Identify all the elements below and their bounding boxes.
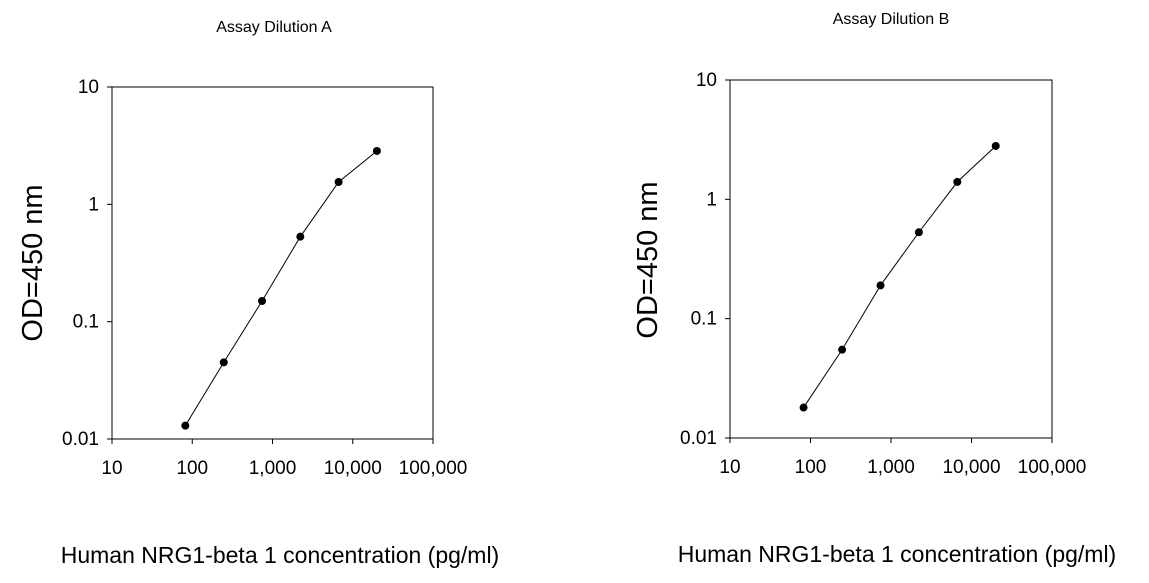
y-tick-label: 0.1	[691, 309, 717, 330]
x-tick-label: 10	[101, 458, 122, 479]
data-point	[799, 403, 808, 412]
data-point	[219, 358, 228, 367]
y-tick-label: 1	[88, 194, 99, 215]
x-tick-label: 10,000	[324, 458, 382, 479]
data-point	[838, 345, 847, 354]
x-axis-label: Human NRG1-beta 1 concentration (pg/ml)	[678, 541, 1116, 567]
x-tick-label: 1,000	[249, 458, 297, 479]
data-point	[914, 228, 923, 237]
series-line	[803, 145, 997, 408]
y-tick-label: 1	[706, 189, 717, 210]
x-tick-label: 100,000	[1018, 457, 1087, 478]
data-series	[181, 146, 381, 430]
data-point	[258, 297, 267, 306]
y-tick-label: 0.01	[680, 428, 717, 449]
x-axis-tick-labels: 10 100 1,000 10,000 100,000	[101, 458, 467, 479]
y-tick-label: 10	[78, 77, 99, 98]
data-point	[876, 281, 885, 290]
y-tick-label: 0.01	[62, 429, 99, 450]
chart-title: Assay Dilution A	[216, 19, 332, 36]
data-point	[953, 177, 962, 186]
x-tick-label: 100,000	[399, 458, 468, 479]
x-tick-label: 100	[795, 457, 827, 478]
chart-title: Assay Dilution B	[833, 11, 950, 28]
x-tick-label: 10	[719, 457, 740, 478]
y-axis-label: OD=450 nm	[17, 184, 49, 341]
data-point	[334, 178, 343, 187]
x-tick-label: 10,000	[942, 457, 1000, 478]
data-series	[799, 141, 1000, 412]
plot-area-frame	[111, 86, 434, 440]
axis-ticks	[725, 79, 1053, 443]
y-axis-label: OD=450 nm	[632, 181, 664, 338]
x-axis-label: Human NRG1-beta 1 concentration (pg/ml)	[61, 542, 499, 568]
data-point	[991, 141, 1000, 150]
data-point	[181, 421, 190, 430]
data-point	[296, 232, 305, 241]
series-line	[184, 150, 378, 426]
x-axis-tick-labels: 10 100 1,000 10,000 100,000	[719, 457, 1086, 478]
x-tick-label: 1,000	[867, 457, 915, 478]
axis-ticks	[107, 86, 434, 444]
y-axis-tick-labels: 0.01 0.1 1 10	[62, 77, 99, 450]
data-point	[372, 146, 381, 155]
y-axis-tick-labels: 0.01 0.1 1 10	[680, 70, 717, 449]
plot-area-frame	[729, 79, 1053, 439]
x-tick-label: 100	[176, 458, 208, 479]
y-tick-label: 0.1	[73, 312, 99, 333]
y-tick-label: 10	[696, 70, 717, 91]
